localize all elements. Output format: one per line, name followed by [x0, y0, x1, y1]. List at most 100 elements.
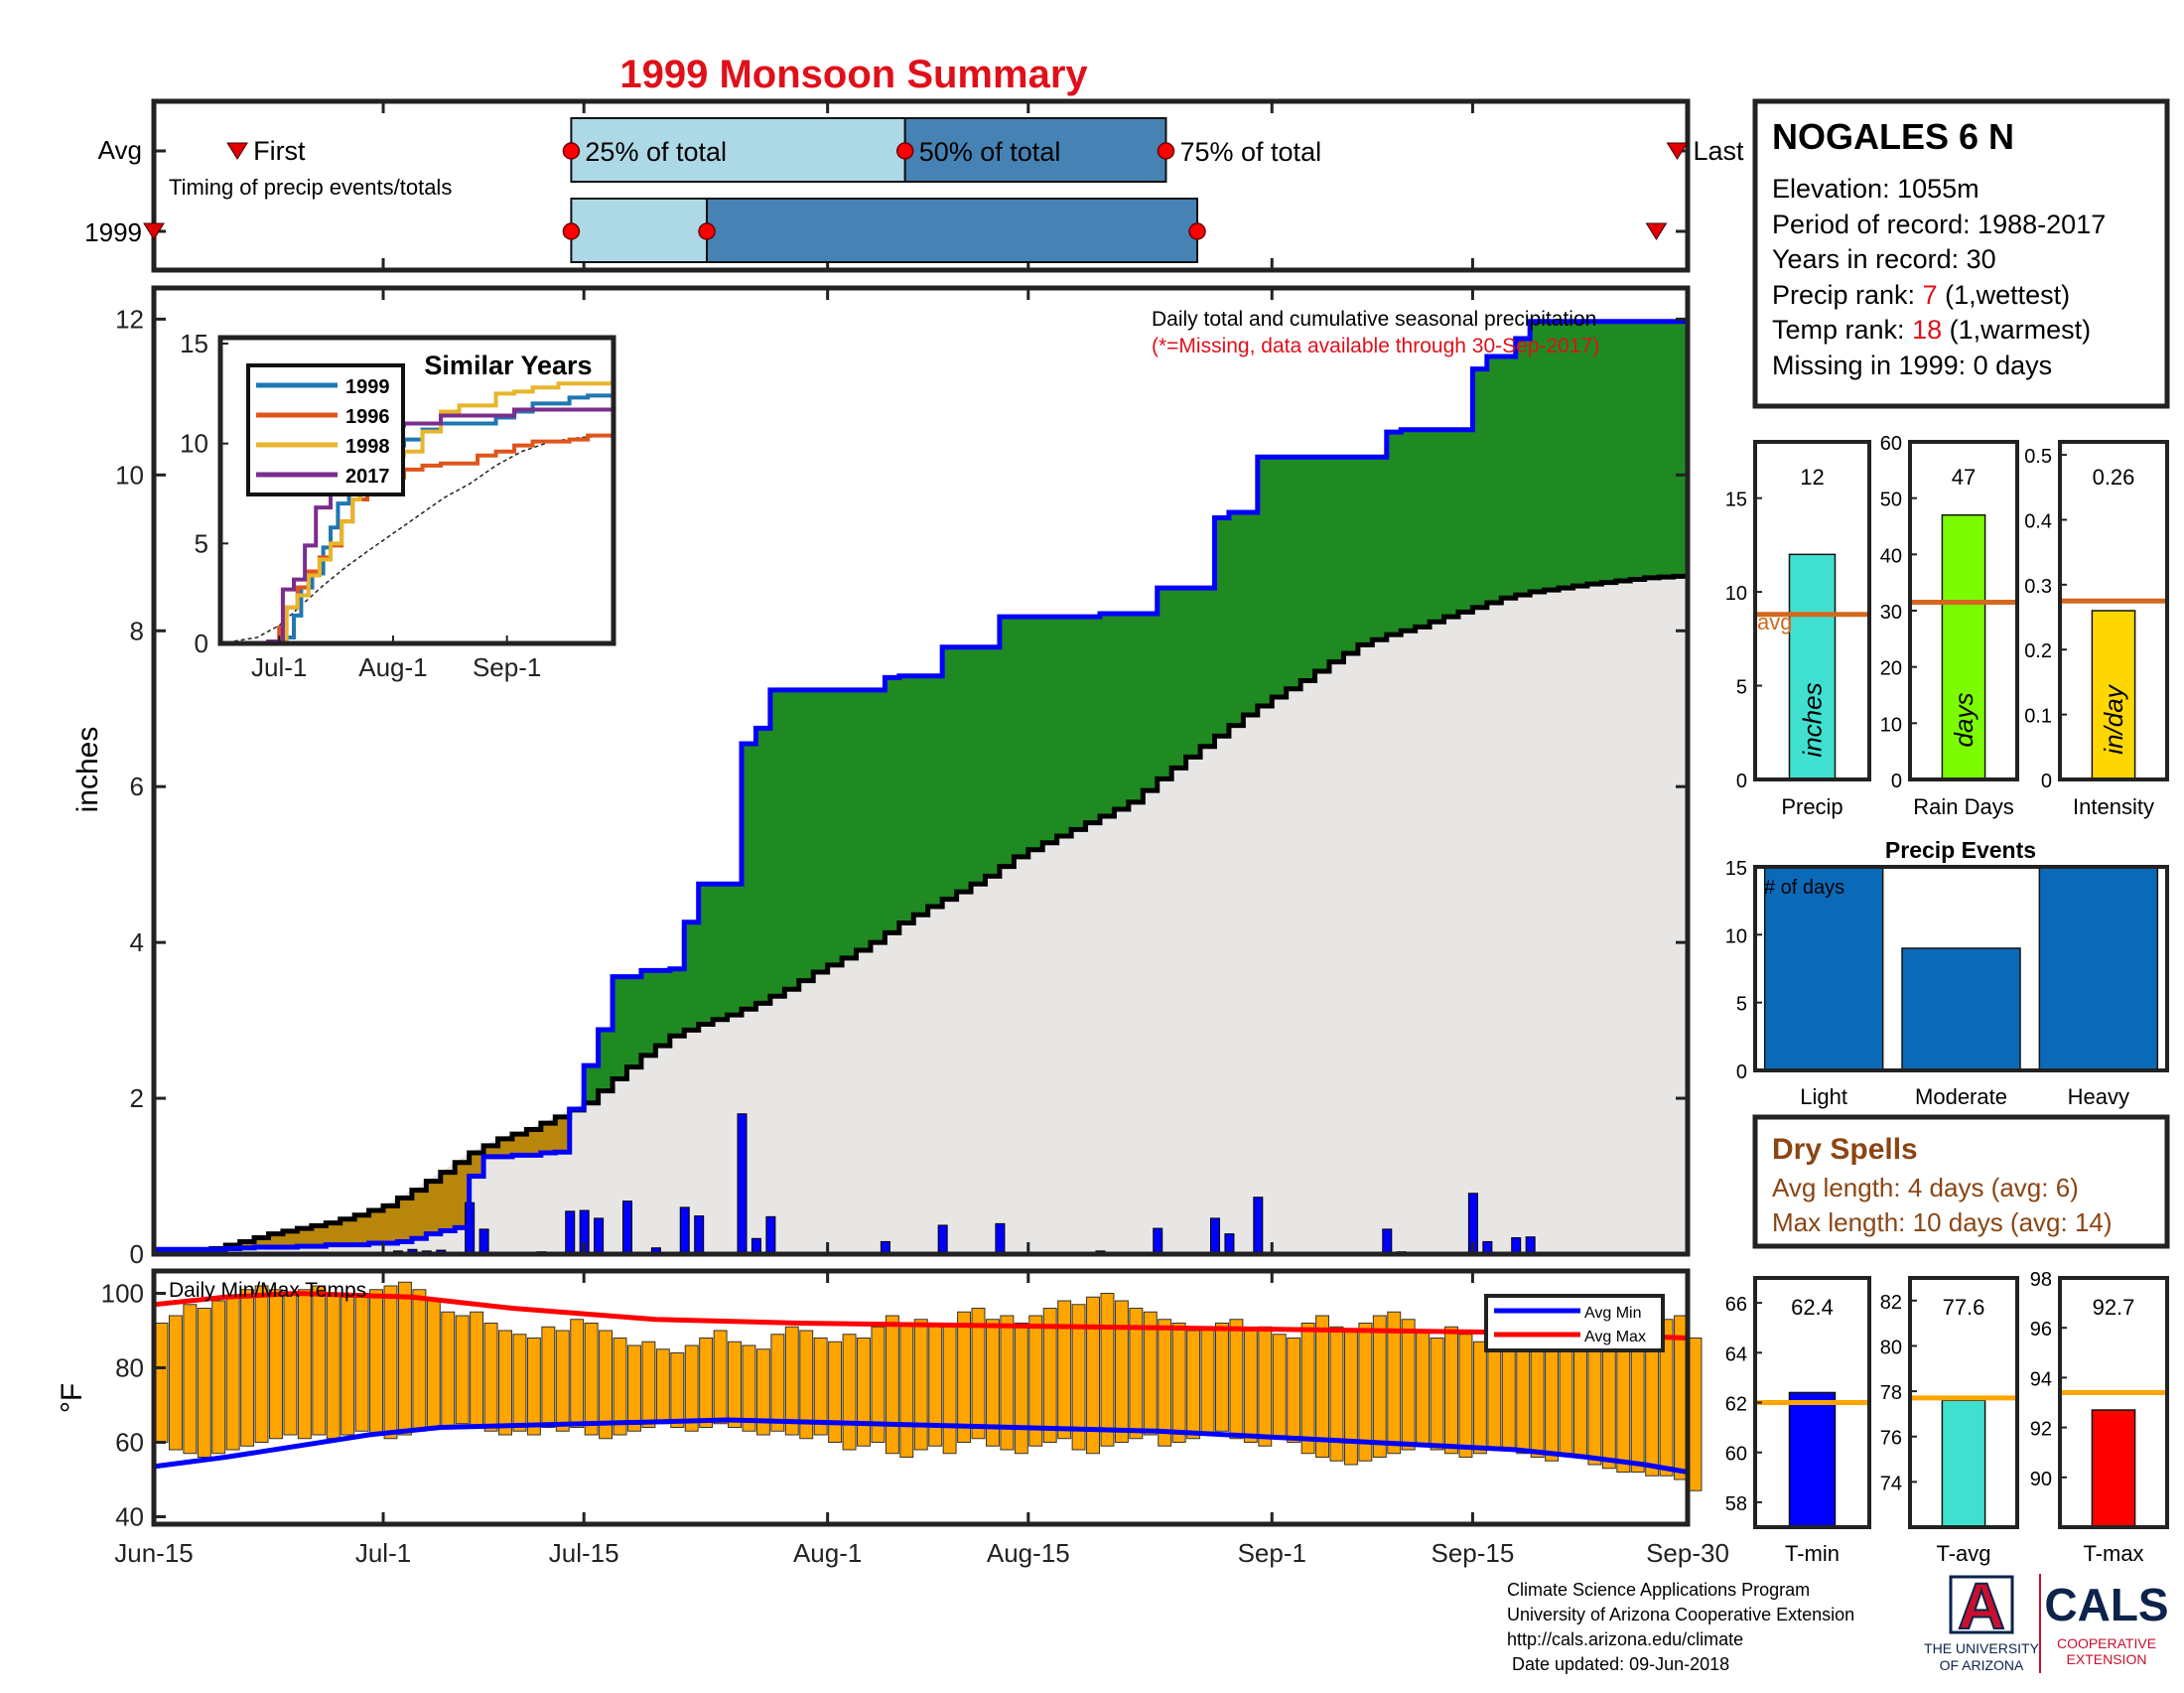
daily-temp-bar	[1472, 1340, 1487, 1455]
timing-quantile-dot	[1157, 142, 1175, 160]
main-note-2: (*=Missing, data available through 30-Se…	[1152, 335, 1599, 357]
mini-tmin-chart: 62.4 T-min 58 60 62 64 66	[1725, 1276, 1871, 1566]
daily-temp-bar	[1487, 1348, 1502, 1451]
surplus-fill	[898, 675, 914, 923]
daily-temp-bar	[1659, 1319, 1674, 1477]
timing-row-1999-label: 1999	[84, 217, 142, 247]
surplus-fill	[1544, 321, 1560, 591]
deficit-fill	[311, 1225, 327, 1247]
surplus-fill	[684, 921, 700, 1031]
surplus-fill	[1214, 517, 1230, 737]
daily-temp-bar	[1401, 1319, 1416, 1451]
daily-temp-bar	[1186, 1330, 1201, 1440]
precip-events-title: Precip Events	[1885, 837, 2036, 863]
temp-y-tick-label: 40	[115, 1502, 144, 1532]
daily-temp-bar	[211, 1300, 226, 1455]
surplus-fill	[1085, 617, 1101, 823]
daily-temp-bar	[1143, 1311, 1158, 1436]
mini-tavg-chart: 77.6 T-avg 74 76 78 80 82	[1880, 1276, 2019, 1566]
x-tick-label: Aug-1	[793, 1538, 862, 1568]
similar-legend-label: 1998	[345, 436, 390, 458]
daily-temp-bar	[857, 1338, 871, 1447]
daily-temp-bar	[1042, 1308, 1057, 1443]
surplus-fill	[1572, 321, 1588, 587]
x-tick-label: Sep-1	[1238, 1538, 1306, 1568]
surplus-fill	[1357, 457, 1373, 645]
daily-temp-bar	[225, 1296, 240, 1451]
daily-temp-bar	[1171, 1323, 1186, 1443]
mini-tmax-y-tick-label: 98	[2030, 1269, 2052, 1291]
daily-precip-bar	[1253, 1197, 1264, 1255]
surplus-fill	[1143, 613, 1159, 791]
daily-temp-bar	[1545, 1344, 1560, 1462]
deficit-fill	[526, 1129, 542, 1156]
surplus-fill	[927, 675, 943, 908]
x-tick-label: Jun-15	[114, 1538, 194, 1568]
deficit-fill	[268, 1233, 284, 1247]
daily-temp-bar	[784, 1326, 799, 1436]
daily-temp-bar	[885, 1315, 899, 1455]
cals-logo-line-1: COOPERATIVE	[2057, 1635, 2156, 1651]
daily-temp-bar	[670, 1352, 685, 1428]
surplus-fill	[1200, 588, 1216, 747]
daily-temp-bar	[1416, 1330, 1431, 1447]
deficit-fill	[282, 1230, 298, 1247]
mini-tmax-frame	[2058, 1276, 2169, 1529]
daily-temp-bar	[455, 1315, 470, 1425]
main-y-tick-label: 10	[115, 460, 144, 490]
station-years: Years in record: 30	[1772, 244, 1996, 274]
similar-legend-label: 1996	[345, 406, 390, 428]
surplus-fill	[1056, 617, 1072, 837]
inset-y-tick-label: 5	[195, 528, 208, 558]
daily-temp-bar	[1100, 1293, 1115, 1447]
timing-note: Timing of precip events/totals	[169, 175, 452, 200]
deficit-fill	[555, 1116, 571, 1153]
daily-temp-bar	[168, 1315, 183, 1451]
daily-precip-bar	[594, 1217, 605, 1255]
mini-tavg-y-tick-label: 76	[1880, 1428, 1902, 1450]
station-name: NOGALES 6 N	[1772, 116, 2014, 157]
daily-temp-bar	[1215, 1323, 1229, 1432]
daily-temp-bar	[312, 1285, 327, 1436]
surplus-fill	[640, 970, 656, 1056]
surplus-fill	[1272, 457, 1288, 697]
mini-intensity-y-tick-label: 0.2	[2024, 640, 2052, 662]
surplus-fill	[1559, 321, 1574, 589]
dry-spells-title: Dry Spells	[1772, 1133, 1918, 1166]
cals-logo: CALS COOPERATIVE EXTENSION	[2044, 1579, 2168, 1667]
daily-temp-bar	[1114, 1300, 1129, 1443]
inset-x-tick-label: Aug-1	[358, 652, 427, 682]
mini-tavg-y-tick-label: 78	[1880, 1382, 1902, 1404]
precip-events-chart: Precip Events Light Moderate Heavy # of day…	[1725, 837, 2169, 1109]
similar-years-average-line	[219, 434, 614, 644]
surplus-fill	[1501, 356, 1517, 599]
surplus-fill	[1644, 321, 1660, 578]
daily-temp-bar	[1258, 1326, 1273, 1447]
mini-intensity-y-tick-label: 0	[2041, 771, 2052, 792]
deficit-fill	[469, 1152, 484, 1177]
timing-quantile-dot	[698, 222, 716, 240]
daily-temp-bar	[813, 1338, 828, 1436]
mini-intensity-chart: 0.26 Intensity in/day 0 0.1 0.2 0.3 0.4 0.5	[2024, 440, 2169, 819]
daily-temp-bar	[899, 1323, 914, 1458]
mini-intensity-bar	[2091, 610, 2136, 780]
temp-y-tick-label: 80	[115, 1353, 144, 1383]
surplus-fill	[598, 1030, 614, 1091]
surplus-fill	[827, 689, 843, 965]
surplus-fill	[956, 646, 972, 893]
surplus-fill	[1415, 429, 1431, 628]
daily-precip-bar	[565, 1210, 576, 1255]
timing-quantile-dot	[895, 142, 914, 160]
x-tick-label: Sep-15	[1431, 1538, 1514, 1568]
timing-quantile-dot	[562, 142, 581, 160]
temps-label: Daily Min/Max Temps	[169, 1279, 366, 1302]
surplus-fill	[1659, 321, 1675, 578]
surplus-fill	[1228, 511, 1244, 726]
mini-tmax-y-tick-label: 96	[2030, 1319, 2052, 1340]
temp-y-tick-label: 60	[115, 1428, 144, 1458]
temps-y-label: °F	[56, 1383, 88, 1413]
surplus-fill	[1343, 457, 1359, 654]
mini-tmax-chart: 92.7 T-max 90 92 94 96 98	[2030, 1269, 2169, 1566]
daily-temp-bar	[684, 1344, 699, 1432]
